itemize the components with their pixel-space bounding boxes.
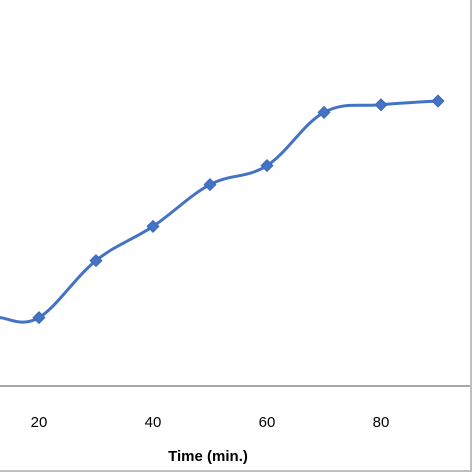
data-point-marker [374, 98, 388, 112]
data-point-marker [146, 219, 160, 233]
x-tick-label: 60 [259, 414, 276, 431]
data-point-marker [317, 105, 331, 119]
data-point-marker [203, 178, 217, 192]
data-point-marker [260, 159, 274, 173]
series-line [0, 99, 440, 324]
x-tick-label: 20 [31, 414, 48, 431]
x-axis-title: Time (min.) [168, 448, 248, 465]
data-point-marker [431, 94, 445, 108]
x-tick-label: 80 [373, 414, 390, 431]
data-point-marker [32, 311, 46, 325]
data-point-marker [89, 254, 103, 268]
x-tick-label: 40 [145, 414, 162, 431]
